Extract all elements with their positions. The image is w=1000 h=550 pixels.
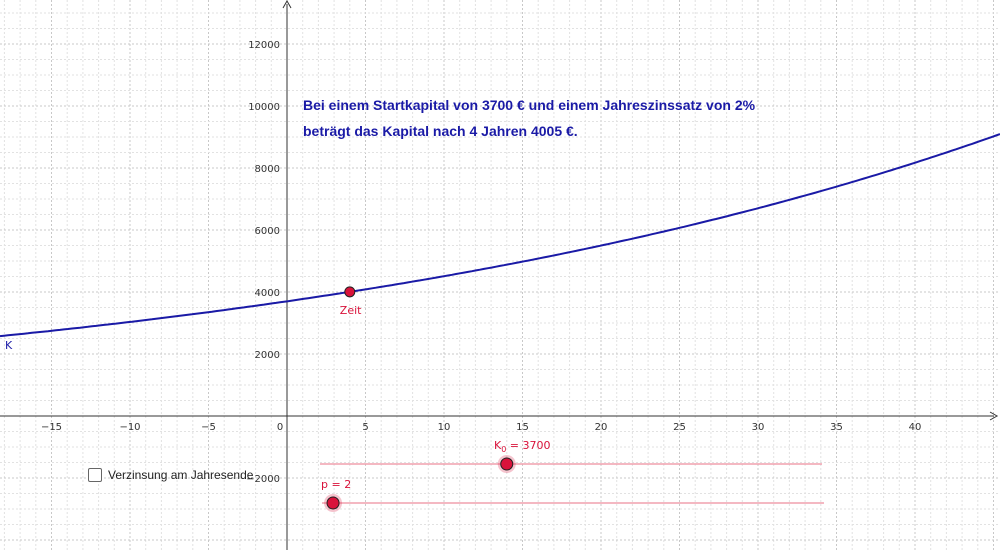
y-tick-label: 12000 xyxy=(248,40,280,51)
x-axis-arrow-icon xyxy=(989,411,999,421)
info-text: Bei einem Startkapital von 3700 € und ei… xyxy=(303,92,755,144)
y-tick-label: 10000 xyxy=(248,102,280,113)
point-zeit-label: Zeit xyxy=(340,304,362,317)
y-tick-label: 2000 xyxy=(255,350,280,361)
y-tick-label: 4000 xyxy=(255,288,280,299)
info-line-1: Bei einem Startkapital von 3700 € und ei… xyxy=(303,97,756,113)
x-tick-label: −15 xyxy=(41,422,62,433)
point-zeit[interactable] xyxy=(344,286,356,298)
slider-p[interactable]: p = 2 xyxy=(321,478,824,512)
checkbox-label: Verzinsung am Jahresende xyxy=(108,468,254,482)
checkbox-box[interactable] xyxy=(88,468,102,482)
info-line-2: beträgt das Kapital nach 4 Jahren 4005 €… xyxy=(303,123,578,139)
slider-k0[interactable]: K0 = 3700 xyxy=(320,439,822,473)
x-tick-label: 35 xyxy=(830,422,843,433)
slider-p-label: p = 2 xyxy=(321,478,351,491)
y-tick-label: −2000 xyxy=(246,474,280,485)
x-tick-label: 20 xyxy=(595,422,608,433)
slider-k0-label: K0 = 3700 xyxy=(494,439,551,454)
x-tick-label: 25 xyxy=(673,422,686,433)
x-tick-label: 5 xyxy=(362,422,368,433)
function-label: K xyxy=(5,339,13,352)
tick-labels: −15 −10 −5 0 5 10 15 20 25 30 35 40 −2000 2000 4000 600… xyxy=(41,40,921,485)
x-tick-label: 40 xyxy=(909,422,922,433)
x-tick-label: 0 xyxy=(277,422,283,433)
slider-p-handle[interactable] xyxy=(326,496,340,510)
x-tick-label: 15 xyxy=(516,422,529,433)
x-tick-label: −10 xyxy=(119,422,140,433)
y-axis-arrow-icon xyxy=(282,0,292,9)
x-tick-label: 10 xyxy=(438,422,451,433)
slider-k0-handle[interactable] xyxy=(500,457,514,471)
x-tick-label: −5 xyxy=(201,422,216,433)
checkbox-verzinsung[interactable]: Verzinsung am Jahresende xyxy=(88,468,253,482)
y-tick-label: 8000 xyxy=(255,164,280,175)
function-curve-k[interactable] xyxy=(0,133,1000,338)
y-tick-label: 6000 xyxy=(255,226,280,237)
x-tick-label: 30 xyxy=(752,422,765,433)
